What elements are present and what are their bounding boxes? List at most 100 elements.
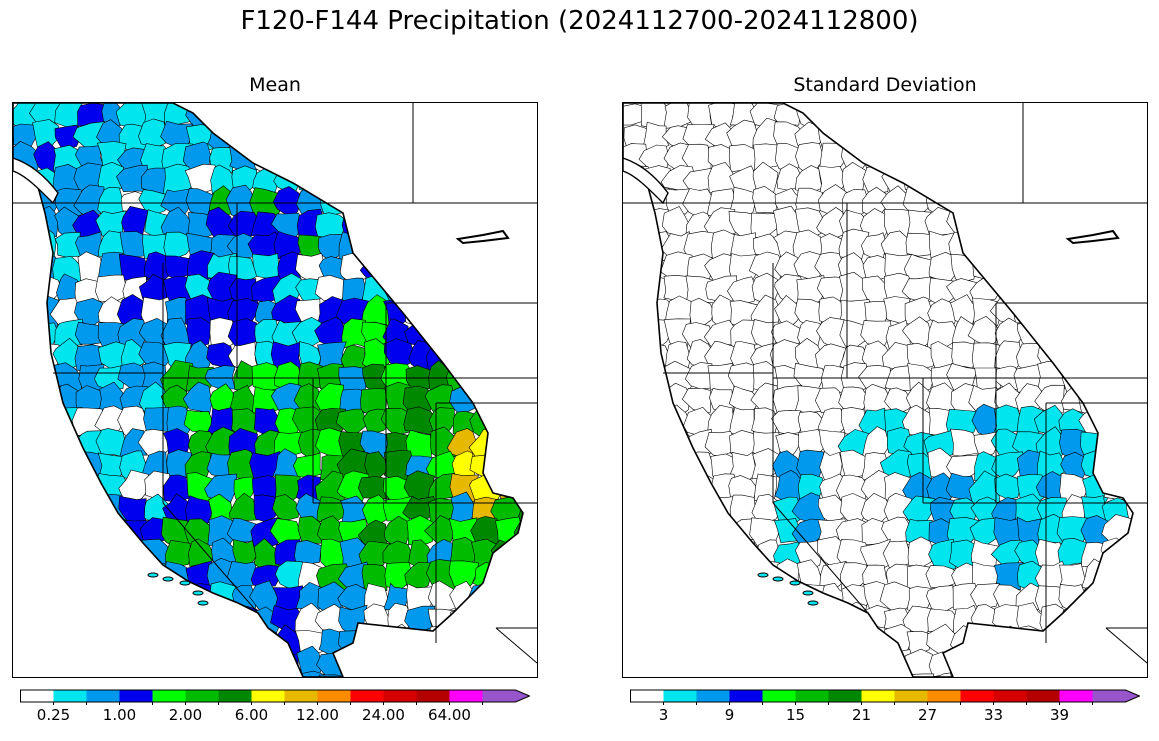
basin (728, 647, 759, 677)
basin (207, 605, 239, 635)
basin (623, 315, 648, 346)
basin (32, 493, 62, 527)
stddev-panel-title: Standard Deviation (793, 74, 977, 96)
basin (494, 185, 521, 217)
basin (52, 647, 86, 677)
basin (165, 540, 192, 568)
basin (1062, 339, 1088, 374)
basin (728, 624, 760, 661)
basin (1014, 183, 1044, 217)
channel-island (772, 576, 784, 582)
basin (404, 669, 435, 677)
basin (406, 514, 437, 547)
basin (1127, 628, 1133, 657)
basin (752, 624, 778, 658)
basin (385, 142, 410, 176)
vancouver-island (13, 157, 59, 205)
colorbar-swatch (20, 690, 54, 702)
basin (273, 117, 302, 154)
basin (1103, 255, 1133, 286)
basin (270, 103, 303, 130)
basin (732, 580, 756, 613)
basin (1039, 230, 1070, 262)
state-border (772, 502, 869, 614)
colorbar-swatch (53, 690, 87, 702)
basin (230, 673, 259, 677)
basin (1062, 250, 1092, 285)
basin (882, 120, 913, 151)
basin (1122, 232, 1133, 263)
basin (449, 274, 479, 308)
basin (405, 103, 438, 132)
basin (992, 210, 1022, 240)
basin (1103, 121, 1133, 150)
basin (450, 317, 480, 351)
basin (641, 540, 674, 572)
colorbar-tick-label: 3 (658, 706, 669, 724)
basin (516, 669, 523, 677)
basin (623, 582, 652, 609)
basin (294, 539, 323, 567)
basin (950, 121, 982, 151)
stddev-colorbar: 3 9 15 21 27 33 39 (630, 688, 1141, 730)
basin (514, 320, 523, 350)
basin (251, 646, 282, 677)
basin (1122, 581, 1133, 612)
basin (384, 253, 414, 284)
colorbar-swatch (317, 690, 351, 702)
colorbar-swatch (894, 690, 928, 702)
basin (426, 250, 460, 287)
basin (661, 583, 696, 612)
basin (54, 318, 83, 348)
basin (253, 672, 279, 677)
basin (623, 561, 649, 589)
basin (1125, 404, 1133, 435)
basin (294, 118, 328, 152)
basin (515, 342, 523, 373)
basin (116, 625, 146, 656)
basin (770, 584, 802, 616)
basin (31, 562, 60, 590)
colorbar-outline (20, 689, 531, 703)
basin (490, 603, 523, 638)
basin (447, 103, 475, 127)
basin (13, 254, 41, 286)
basin (250, 564, 282, 587)
basin (640, 561, 671, 594)
basin (1129, 672, 1133, 677)
colorbar-swatch (119, 690, 153, 702)
basin (491, 341, 523, 371)
basin (227, 298, 259, 323)
basin (360, 648, 394, 677)
basin (623, 647, 645, 677)
basin (992, 250, 1020, 286)
basin (446, 668, 480, 677)
basin (381, 121, 417, 152)
vancouver-island (623, 157, 669, 205)
colorbar-tick-label: 21 (851, 706, 872, 724)
basin (95, 649, 128, 677)
basin (364, 124, 394, 155)
basin (1128, 451, 1133, 481)
basin (967, 316, 1003, 347)
basin (838, 647, 869, 677)
basin (1036, 252, 1067, 284)
basin (160, 359, 196, 394)
colorbar-swatch (828, 690, 862, 702)
basin (623, 476, 648, 502)
basin (467, 322, 504, 346)
basin (906, 342, 938, 372)
basin (949, 143, 977, 171)
basin (623, 297, 648, 327)
basin (13, 275, 42, 309)
basin (907, 536, 935, 569)
basin (1036, 205, 1065, 240)
basin (1104, 340, 1132, 374)
basin (360, 230, 391, 261)
channel-island (197, 600, 209, 606)
basin (971, 121, 999, 149)
basin (817, 629, 848, 657)
basin (228, 118, 257, 151)
basin (836, 629, 870, 658)
basin (117, 648, 152, 677)
